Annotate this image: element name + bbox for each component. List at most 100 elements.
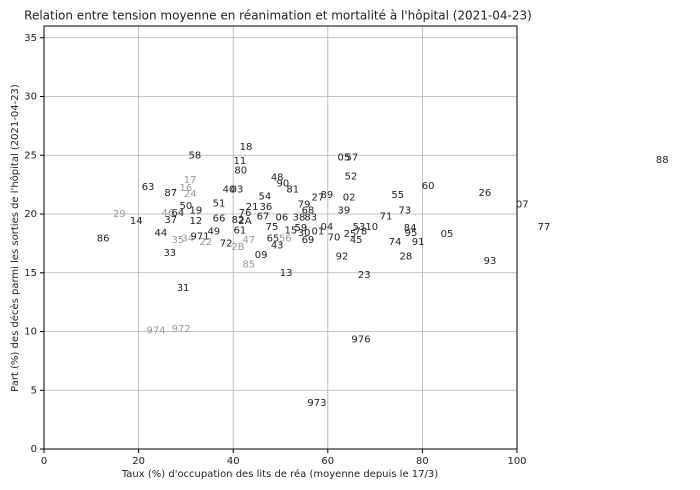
x-tick-label: 0	[41, 456, 47, 467]
point-label: 04	[320, 222, 333, 233]
y-tick-label: 0	[31, 444, 37, 455]
point-label: 01	[311, 227, 324, 238]
point-label: 64	[171, 208, 184, 219]
point-label: 73	[399, 205, 412, 216]
point-label: 18	[240, 142, 253, 153]
point-label: 22	[199, 237, 212, 248]
point-label: 56	[279, 234, 292, 245]
point-label: 25	[344, 229, 357, 240]
point-label: 55	[391, 190, 404, 201]
point-label: 12	[189, 216, 202, 227]
point-label: 06	[276, 213, 289, 224]
y-tick-label: 25	[24, 150, 37, 161]
y-tick-label: 5	[31, 385, 37, 396]
point-label: 02	[343, 193, 356, 204]
point-label: 05	[338, 153, 351, 164]
x-axis-label: Taux (%) d'occupation des lits de réa (m…	[121, 468, 438, 480]
point-label: 40	[223, 184, 236, 195]
point-label: 81	[286, 184, 299, 195]
point-label: 89	[320, 190, 333, 201]
y-tick-label: 30	[24, 92, 37, 103]
point-label: 38	[293, 213, 306, 224]
point-label: 88	[656, 155, 669, 166]
point-label: 61	[233, 225, 246, 236]
point-label: 30	[298, 228, 311, 239]
point-label: 65	[267, 234, 280, 245]
point-label: 03	[231, 184, 244, 195]
x-tick-label: 100	[507, 456, 526, 467]
point-label: 93	[484, 256, 497, 267]
point-label: 72	[220, 238, 233, 249]
point-label: 47	[242, 235, 255, 246]
point-label: 10	[365, 222, 378, 233]
point-label: 973	[307, 398, 326, 409]
y-axis-label: Part (%) des décès parmi les sorties de …	[9, 84, 21, 392]
point-label: 971	[191, 231, 210, 242]
point-label: 13	[280, 268, 293, 279]
point-label: 39	[338, 205, 351, 216]
point-label: 34	[181, 234, 194, 245]
point-label: 05	[441, 229, 454, 240]
point-label: 972	[172, 324, 191, 335]
point-label: 78	[355, 227, 368, 238]
point-label: 51	[213, 198, 226, 209]
point-label: 58	[189, 150, 202, 161]
x-tick-label: 60	[321, 456, 334, 467]
point-label: 976	[351, 335, 370, 346]
point-label: 59	[294, 223, 307, 234]
point-label: 69	[302, 235, 315, 246]
point-label: 68	[302, 205, 315, 216]
point-label: 74	[389, 237, 402, 248]
point-label: 79	[298, 200, 311, 211]
point-label: 2A	[238, 216, 251, 227]
point-label: 80	[234, 166, 247, 177]
point-label: 974	[147, 325, 166, 336]
point-label: 28	[399, 251, 412, 262]
point-label: 15	[285, 225, 298, 236]
point-label: 75	[266, 222, 279, 233]
point-label: 23	[358, 270, 371, 281]
point-label: 71	[380, 211, 393, 222]
point-label: 37	[164, 215, 177, 226]
point-label: 52	[345, 171, 358, 182]
y-tick-label: 20	[24, 209, 37, 220]
point-label: 86	[97, 234, 110, 245]
point-label: 48	[271, 173, 284, 184]
point-label: 87	[164, 188, 177, 199]
point-label: 54	[259, 191, 272, 202]
point-label: 83	[304, 213, 317, 224]
point-label: 92	[336, 251, 349, 262]
axes-frame	[43, 25, 518, 450]
point-label: 21	[246, 202, 259, 213]
point-label: 35	[171, 235, 184, 246]
point-label: 17	[184, 175, 197, 186]
point-label: 44	[154, 228, 167, 239]
y-tick-label: 35	[24, 33, 37, 44]
point-label: 57	[346, 153, 359, 164]
point-label: 19	[189, 205, 202, 216]
point-label: 95	[405, 228, 418, 239]
chart-title: Relation entre tension moyenne en réanim…	[24, 9, 532, 23]
point-label: 31	[177, 283, 190, 294]
point-label: 33	[163, 248, 176, 259]
point-label: 50	[180, 201, 193, 212]
point-label: 85	[242, 260, 255, 271]
point-label: 84	[404, 223, 417, 234]
point-label: 24	[184, 189, 197, 200]
point-label: 2B	[231, 242, 244, 253]
point-label: 63	[142, 182, 155, 193]
point-label: 91	[412, 237, 425, 248]
point-label: 16	[180, 183, 193, 194]
y-tick-label: 10	[24, 327, 37, 338]
point-label: 90	[276, 178, 289, 189]
point-label: 70	[328, 233, 341, 244]
point-label: 43	[271, 241, 284, 252]
point-label: 53	[353, 222, 366, 233]
point-label: 14	[130, 216, 143, 227]
point-label: 49	[207, 227, 220, 238]
point-label: 66	[213, 214, 226, 225]
point-label: 77	[538, 222, 551, 233]
point-label: 46	[162, 208, 175, 219]
